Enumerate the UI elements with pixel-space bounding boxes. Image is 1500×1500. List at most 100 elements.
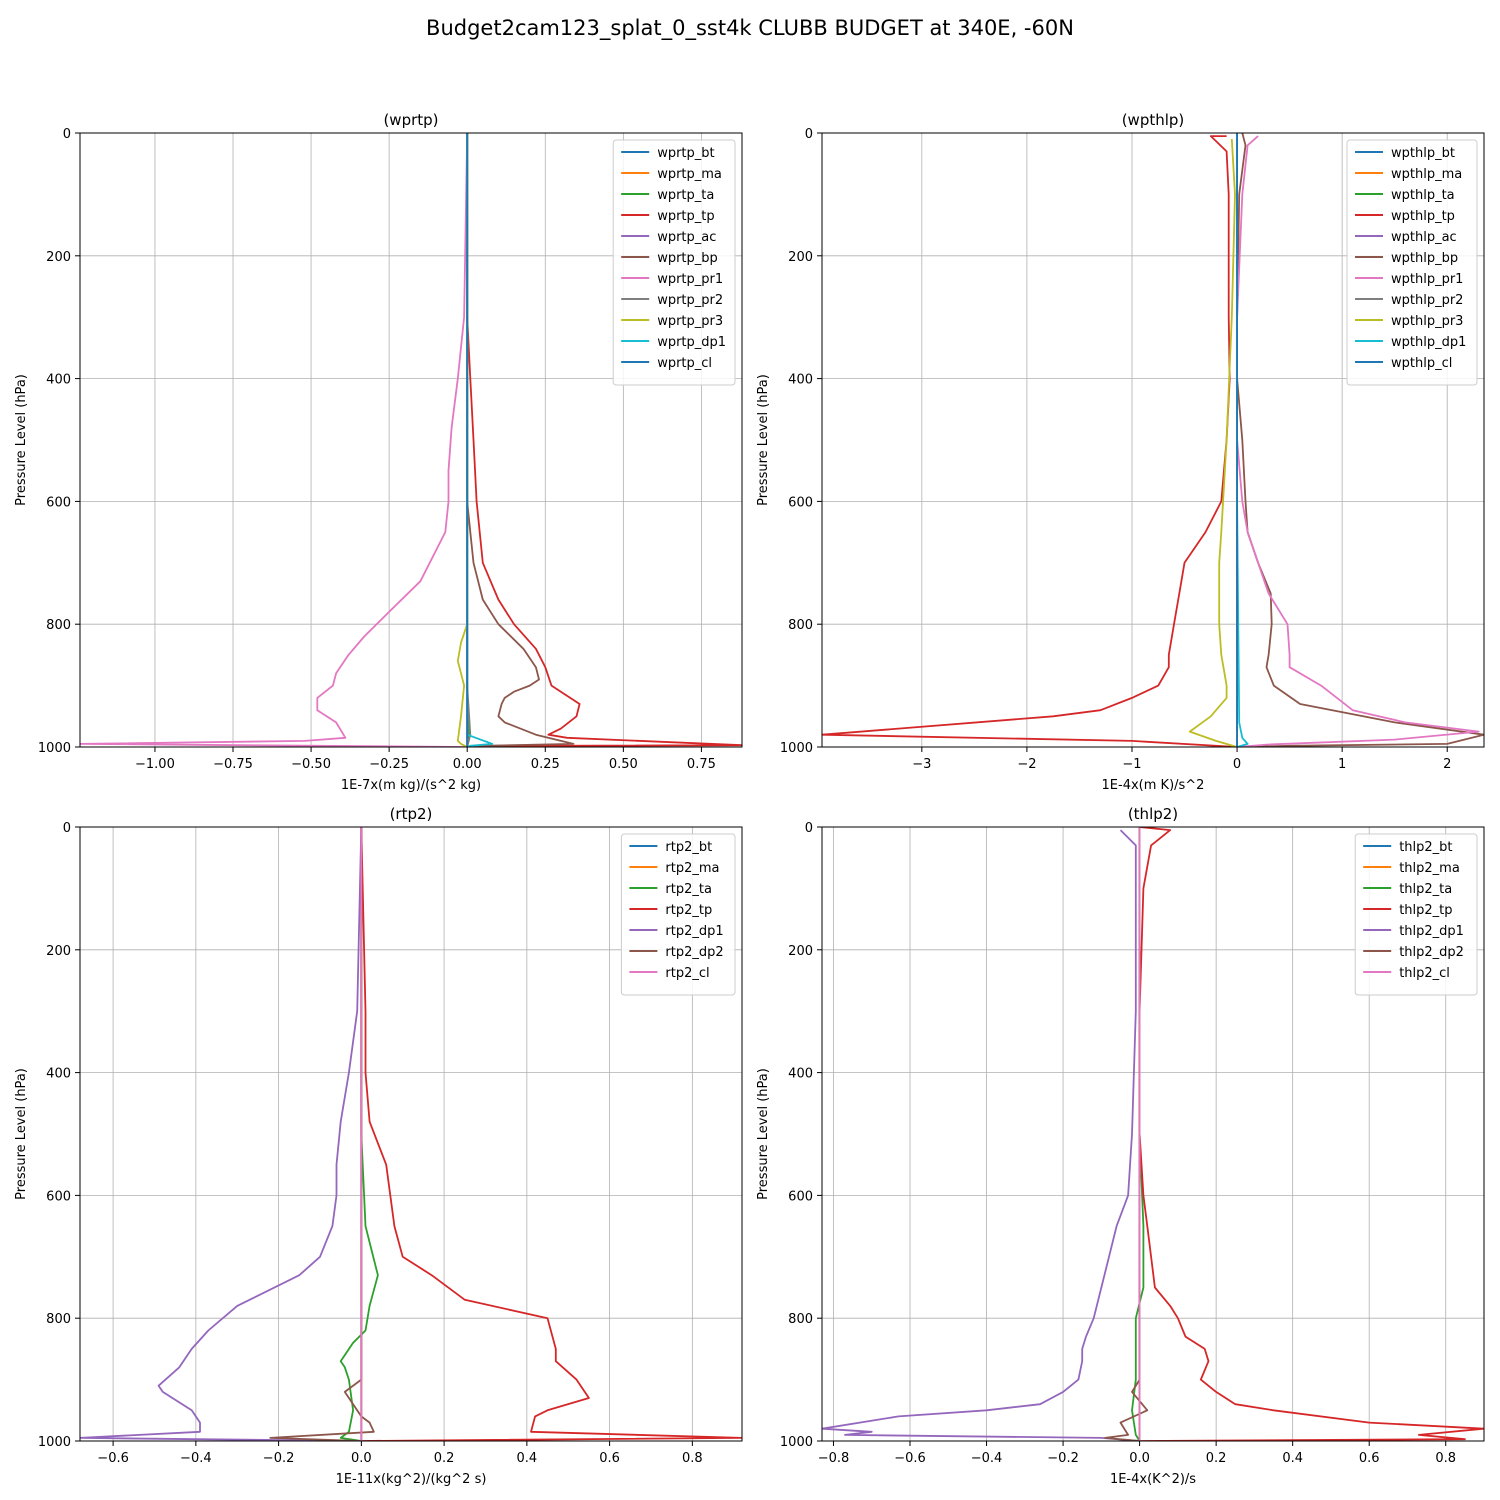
x-tick-label: −0.4 [180, 1451, 212, 1466]
subplot-2: −3 −2 −1 0 1 2 0 200 400 600 800 1000 (wpthlp) 1E-4x(… [756, 111, 1485, 793]
x-axis-label: 1E-4x(m K)/s^2 [1102, 778, 1205, 793]
legend-label-thlp2_dp2: thlp2_dp2 [1399, 945, 1464, 960]
x-tick-label: 0.6 [599, 1451, 620, 1466]
legend-label-thlp2_cl: thlp2_cl [1399, 966, 1450, 981]
y-axis-label: Pressure Level (hPa) [14, 374, 29, 506]
legend-label-wprtp_ma: wprtp_ma [657, 167, 722, 182]
series-line-wprtp_pr1 [80, 133, 469, 747]
y-tick-label: 400 [46, 373, 71, 388]
x-axis-label: 1E-4x(K^2)/s [1110, 1472, 1196, 1487]
figure-title: Budget2cam123_splat_0_sst4k CLUBB BUDGET… [426, 16, 1074, 40]
y-tick-label: 800 [46, 618, 71, 633]
x-tick-label: 0.8 [1435, 1451, 1456, 1466]
subplot-title: (wpthlp) [1122, 111, 1185, 129]
y-tick-label: 400 [788, 373, 813, 388]
legend-label-wpthlp_cl: wpthlp_cl [1391, 356, 1452, 371]
x-tick-label: 2 [1443, 757, 1451, 772]
legend-label-wpthlp_ma: wpthlp_ma [1391, 167, 1462, 182]
legend-label-wprtp_bt: wprtp_bt [657, 146, 714, 161]
x-tick-label: −0.2 [263, 1451, 295, 1466]
x-tick-label: −0.50 [291, 757, 331, 772]
legend-label-wpthlp_pr1: wpthlp_pr1 [1391, 272, 1463, 287]
series-line-rtp2_dp1 [80, 827, 363, 1441]
x-tick-label: 0.25 [531, 757, 560, 772]
y-tick-label: 1000 [780, 1435, 813, 1450]
x-tick-label: −2 [1017, 757, 1036, 772]
x-tick-label: −0.4 [971, 1451, 1003, 1466]
y-axis-label: Pressure Level (hPa) [14, 1068, 29, 1200]
y-tick-label: 800 [788, 1312, 813, 1327]
y-tick-label: 400 [46, 1067, 71, 1082]
x-tick-label: 0.8 [682, 1451, 703, 1466]
x-tick-label: −1 [1122, 757, 1141, 772]
x-axis-label: 1E-7x(m kg)/(s^2 kg) [341, 778, 481, 793]
y-tick-label: 1000 [38, 741, 71, 756]
series-line-wpthlp_tp [822, 135, 1238, 747]
y-tick-label: 200 [788, 250, 813, 265]
legend-label-rtp2_ta: rtp2_ta [665, 882, 712, 897]
legend-label-wpthlp_tp: wpthlp_tp [1391, 209, 1455, 224]
y-tick-label: 0 [805, 821, 813, 836]
legend-label-wpthlp_dp1: wpthlp_dp1 [1391, 335, 1466, 350]
axes-frame [821, 132, 1485, 748]
legend-label-rtp2_dp2: rtp2_dp2 [665, 945, 723, 960]
legend-label-wprtp_tp: wprtp_tp [657, 209, 714, 224]
series-line-thlp2_dp1 [822, 829, 1140, 1441]
x-tick-label: 1 [1338, 757, 1346, 772]
subplot-4: −0.8 −0.6 −0.4 −0.2 0.0 0.2 0.4 0.6 0.8 0 200 400 60… [756, 805, 1485, 1487]
subplot-title: (thlp2) [1128, 805, 1178, 823]
legend-label-thlp2_ta: thlp2_ta [1399, 882, 1452, 897]
legend-label-wpthlp_pr2: wpthlp_pr2 [1391, 293, 1463, 308]
legend-label-thlp2_ma: thlp2_ma [1399, 861, 1460, 876]
y-tick-label: 400 [788, 1067, 813, 1082]
y-tick-label: 0 [63, 127, 71, 142]
legend-label-wprtp_pr3: wprtp_pr3 [657, 314, 723, 329]
y-tick-label: 800 [46, 1312, 71, 1327]
legend-label-wpthlp_ta: wpthlp_ta [1391, 188, 1455, 203]
x-tick-label: −0.25 [369, 757, 409, 772]
legend: wpthlp_bt wpthlp_ma wpthlp_ta wpthlp_tpwpth… [1346, 139, 1478, 386]
legend-box [620, 833, 736, 996]
x-axis-label: 1E-11x(kg^2)/(kg^2 s) [336, 1472, 487, 1487]
axes-frame [79, 826, 743, 1442]
series-group [80, 827, 742, 1441]
series-line-wprtp_dp1 [466, 133, 494, 747]
legend-label-wpthlp_pr3: wpthlp_pr3 [1391, 314, 1463, 329]
x-tick-label: 0.4 [1282, 1451, 1303, 1466]
x-tick-label: 0.75 [687, 757, 716, 772]
y-tick-label: 200 [46, 250, 71, 265]
legend-label-rtp2_ma: rtp2_ma [665, 861, 719, 876]
legend-label-wprtp_ac: wprtp_ac [657, 230, 716, 245]
x-tick-label: 0.2 [434, 1451, 455, 1466]
y-tick-label: 600 [788, 1189, 813, 1204]
legend-label-wprtp_dp1: wprtp_dp1 [657, 335, 726, 350]
legend-box [612, 139, 736, 386]
y-tick-label: 200 [46, 944, 71, 959]
legend-label-wprtp_pr1: wprtp_pr1 [657, 272, 723, 287]
y-tick-label: 0 [805, 127, 813, 142]
subplot-title: (rtp2) [390, 805, 433, 823]
axes-frame [821, 826, 1485, 1442]
series-line-rtp2_dp2 [269, 827, 375, 1441]
legend-label-thlp2_tp: thlp2_tp [1399, 903, 1452, 918]
y-tick-label: 600 [788, 495, 813, 510]
y-tick-label: 200 [788, 944, 813, 959]
x-tick-label: 0.00 [453, 757, 482, 772]
x-tick-label: −0.6 [894, 1451, 926, 1466]
y-axis-label: Pressure Level (hPa) [756, 1068, 771, 1200]
series-line-rtp2_ta [339, 827, 379, 1441]
x-tick-label: −0.2 [1047, 1451, 1079, 1466]
x-tick-label: 0.6 [1359, 1451, 1380, 1466]
legend: thlp2_bt thlp2_ma thlp2_ta thlp2_tp thlp2_dp… [1354, 833, 1478, 996]
subplot-title: (wprtp) [383, 111, 438, 129]
y-tick-label: 600 [46, 495, 71, 510]
legend-label-wprtp_cl: wprtp_cl [657, 356, 712, 371]
series-group [80, 133, 742, 747]
legend-label-thlp2_dp1: thlp2_dp1 [1399, 924, 1464, 939]
legend-label-wpthlp_bt: wpthlp_bt [1391, 146, 1455, 161]
x-tick-label: 0.0 [1129, 1451, 1150, 1466]
series-line-wprtp_bp [466, 133, 575, 747]
legend-label-wprtp_pr2: wprtp_pr2 [657, 293, 723, 308]
legend: wprtp_bt wprtp_ma wprtp_ta wprtp_tp wprtp_ac… [612, 139, 736, 386]
